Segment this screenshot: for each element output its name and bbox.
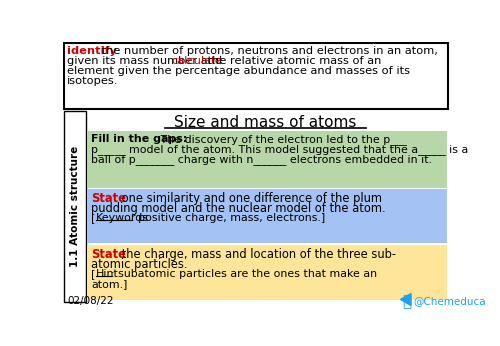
- Text: : positive charge, mass, electrons.]: : positive charge, mass, electrons.]: [132, 213, 326, 223]
- Text: pudding model and the nuclear model of the atom.: pudding model and the nuclear model of t…: [91, 202, 386, 216]
- FancyBboxPatch shape: [64, 43, 448, 109]
- Text: @Chemeduca: @Chemeduca: [414, 295, 486, 306]
- Text: element given the percentage abundance and masses of its: element given the percentage abundance a…: [67, 66, 410, 76]
- Text: the charge, mass and location of the three sub-: the charge, mass and location of the thr…: [118, 248, 396, 261]
- Text: Hint: Hint: [96, 270, 118, 280]
- Text: Size and mass of atoms: Size and mass of atoms: [174, 116, 356, 130]
- Text: [: [: [91, 270, 96, 280]
- FancyBboxPatch shape: [64, 111, 86, 302]
- Text: State: State: [91, 248, 126, 261]
- Text: p_____ model of the atom. This model suggested that the a_____ is a: p_____ model of the atom. This model sug…: [91, 144, 469, 155]
- Text: : subatomic particles are the ones that make an: : subatomic particles are the ones that …: [112, 270, 378, 280]
- FancyBboxPatch shape: [88, 131, 447, 188]
- Text: State: State: [91, 192, 126, 206]
- Text: one similarity and one difference of the plum: one similarity and one difference of the…: [118, 192, 382, 206]
- Text: identify: identify: [67, 46, 117, 56]
- Text: ball of p_______ charge with n______ electrons embedded in it.: ball of p_______ charge with n______ ele…: [91, 154, 432, 165]
- FancyBboxPatch shape: [88, 189, 447, 243]
- Text: given its mass number and: given its mass number and: [67, 56, 226, 66]
- Text: calculate: calculate: [171, 56, 222, 66]
- Text: 1.1 Atomic structure: 1.1 Atomic structure: [70, 146, 80, 267]
- Text: 02/08/22: 02/08/22: [67, 295, 114, 306]
- Text: Fill in the gaps:: Fill in the gaps:: [91, 134, 188, 144]
- Text: Keywords: Keywords: [96, 213, 149, 223]
- Text: isotopes.: isotopes.: [67, 76, 118, 86]
- Text: the relative atomic mass of an: the relative atomic mass of an: [204, 56, 382, 66]
- FancyBboxPatch shape: [88, 245, 447, 300]
- Text: the number of protons, neutrons and electrons in an atom,: the number of protons, neutrons and elec…: [98, 46, 438, 56]
- Text: [: [: [91, 213, 96, 223]
- Text: atomic particles.: atomic particles.: [91, 258, 188, 271]
- Text: ␧: ␧: [402, 294, 411, 309]
- Text: atom.]: atom.]: [91, 280, 128, 290]
- Text: The discovery of the electron led to the p___: The discovery of the electron led to the…: [157, 134, 407, 145]
